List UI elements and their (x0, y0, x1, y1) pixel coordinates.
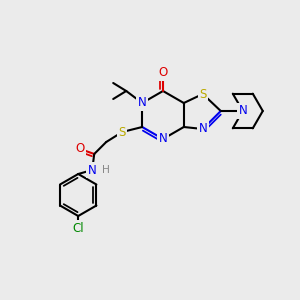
Text: N: N (138, 97, 147, 110)
Text: S: S (118, 125, 126, 139)
Text: N: N (88, 164, 97, 176)
Text: N: N (159, 133, 167, 146)
Text: H: H (102, 165, 110, 175)
Text: N: N (238, 104, 247, 118)
Text: N: N (198, 122, 207, 136)
Text: O: O (158, 67, 168, 80)
Text: S: S (199, 88, 206, 100)
Text: Cl: Cl (72, 221, 84, 235)
Text: O: O (76, 142, 85, 155)
